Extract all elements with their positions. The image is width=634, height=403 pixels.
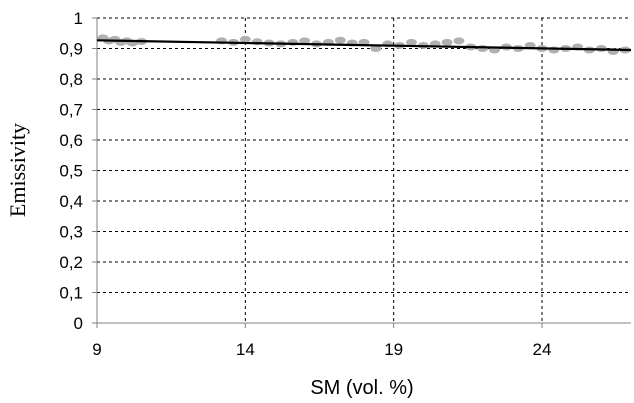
x-tick-label-1: 14 (236, 340, 255, 359)
tick-labels: 00,10,20,30,40,50,60,70,80,919 14 19 24 (59, 9, 551, 359)
axes (92, 17, 631, 328)
y-tick-label-7: 0,7 (59, 101, 83, 120)
observed-point (441, 38, 453, 46)
observed-point (299, 37, 311, 45)
grid-lines (97, 17, 631, 323)
y-tick-label-3: 0,3 (59, 223, 83, 242)
y-tick-label-4: 0,4 (59, 192, 83, 211)
y-tick-label-1: 0,1 (59, 284, 83, 303)
observed-point (405, 38, 417, 46)
observed-point (453, 37, 465, 45)
y-tick-label-5: 0,5 (59, 162, 83, 181)
y-tick-label-0: 0 (74, 314, 83, 333)
x-tick-label-2: 19 (384, 340, 403, 359)
observed-point (334, 36, 346, 44)
x-axis-label: SM (vol. %) (310, 377, 413, 399)
y-tick-label-10: 1 (74, 9, 83, 28)
y-tick-label-2: 0,2 (59, 253, 83, 272)
observed-point (239, 35, 251, 43)
x-tick-label-0: 9 (92, 340, 101, 359)
fit-line (96, 39, 632, 52)
observed-point (477, 45, 489, 52)
observed-point (370, 45, 382, 52)
y-tick-label-9: 0,9 (59, 40, 83, 59)
x-tick-label-3: 24 (533, 340, 552, 359)
fit-series (96, 39, 632, 52)
y-axis-label: Emissivity (5, 123, 30, 217)
y-tick-label-6: 0,6 (59, 131, 83, 150)
y-tick-label-8: 0,8 (59, 70, 83, 89)
